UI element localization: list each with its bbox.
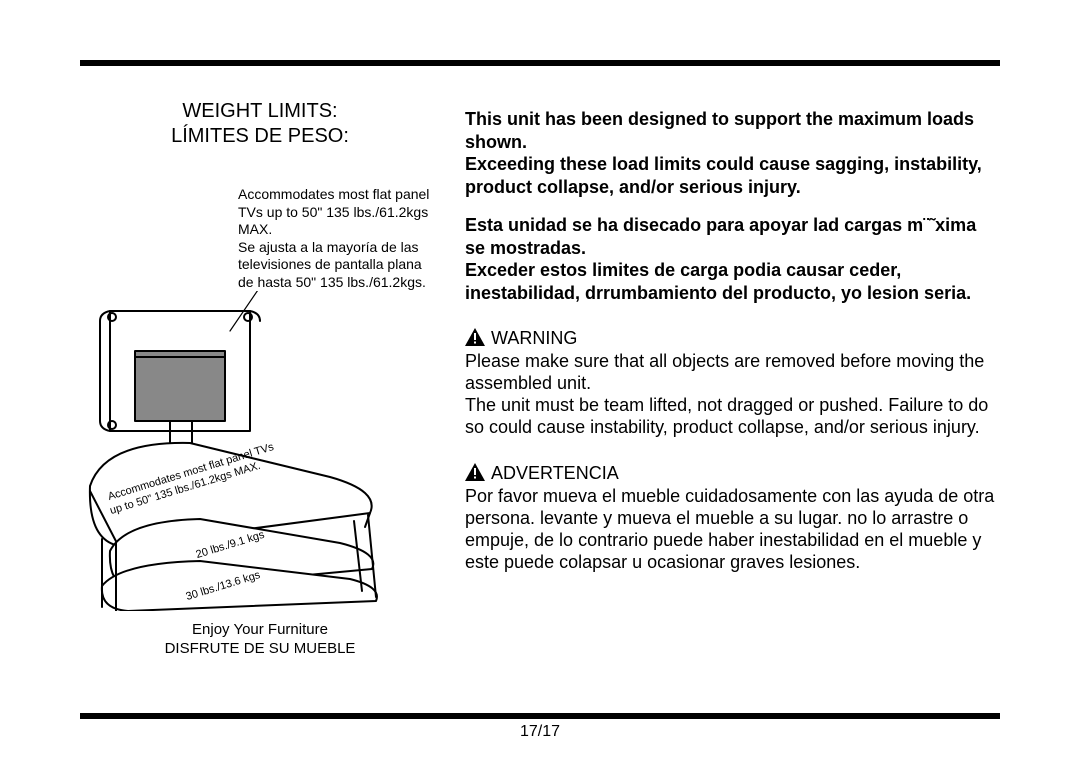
design-statement-es: Esta unidad se ha disecado para apoyar l… [465,214,1000,304]
p1-es: Esta unidad se ha disecado para apoyar l… [465,215,976,258]
warning-heading-es: ADVERTENCIA [465,463,1000,484]
enjoy-text-en: Enjoy Your Furniture [80,621,440,638]
left-column: WEIGHT LIMITS: LÍMITES DE PESO: Accommod… [80,100,440,657]
weight-limits-title-es: LÍMITES DE PESO: [80,125,440,148]
warning-label-en: WARNING [491,328,577,348]
callout-text-en: Accommodates most flat panel TVs up to 5… [238,186,429,237]
right-column: This unit has been designed to support t… [465,108,1000,574]
callout-text-es: Se ajusta a la mayoría de las television… [238,239,426,290]
warning-label-es: ADVERTENCIA [491,463,619,483]
p2-en: Exceeding these load limits could cause … [465,154,982,197]
top-rule [80,60,1000,66]
warn-en-1: Please make sure that all objects are re… [465,351,984,393]
warning-icon [465,328,485,346]
p2-es: Exceder estos limites de carga podia cau… [465,260,971,303]
warn-en-2: The unit must be team lifted, not dragge… [465,395,988,437]
warning-heading-en: WARNING [465,328,1000,349]
p1-en: This unit has been designed to support t… [465,109,974,152]
warning-icon [465,463,485,481]
furniture-figure: Accommodates most flat panel TVs up to 5… [80,291,400,611]
warn-es-1: Por favor mueva el mueble cuidadosamente… [465,486,994,572]
weight-limits-title-en: WEIGHT LIMITS: [80,100,440,123]
design-statement-en: This unit has been designed to support t… [465,108,1000,198]
tv-spec-callout: Accommodates most flat panel TVs up to 5… [238,186,440,291]
page: 17/17 WEIGHT LIMITS: LÍMITES DE PESO: Ac… [0,0,1080,763]
warning-body-en: Please make sure that all objects are re… [465,351,1000,439]
enjoy-text-es: DISFRUTE DE SU MUEBLE [80,640,440,657]
page-number: 17/17 [0,723,1080,741]
bottom-rule [80,713,1000,719]
warning-body-es: Por favor mueva el mueble cuidadosamente… [465,486,1000,574]
